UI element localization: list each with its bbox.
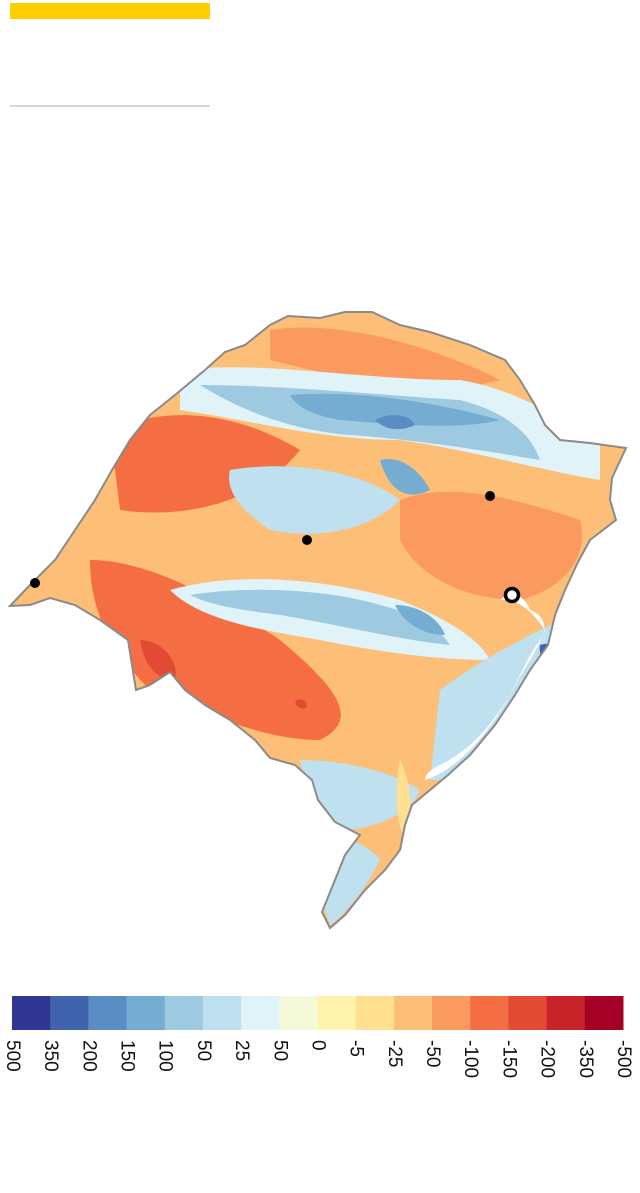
legend-label: -5 <box>346 1040 367 1057</box>
legend-label: -25 <box>384 1040 405 1067</box>
legend-swatch <box>508 996 548 1030</box>
legend-label: -350 <box>575 1040 596 1078</box>
brand-bar <box>10 3 210 19</box>
legend-swatch <box>164 996 204 1030</box>
color-legend: 500 350 200 150 100 50 25 50 0 -5 -25 -50 -100 -150 -2… <box>2 996 634 1078</box>
legend-label: 150 <box>117 1040 138 1072</box>
legend-swatch <box>126 996 166 1030</box>
legend-label: 0 <box>307 1040 328 1051</box>
legend-label: 25 <box>231 1040 252 1061</box>
legend-swatch <box>279 996 318 1030</box>
legend-swatch <box>584 996 624 1030</box>
lagoon <box>425 594 545 780</box>
city-dot <box>485 491 495 501</box>
legend-label: 200 <box>78 1040 99 1072</box>
legend-swatch <box>317 996 357 1030</box>
legend-label: 50 <box>193 1040 214 1061</box>
legend-swatch <box>393 996 433 1030</box>
legend-label: 350 <box>40 1040 61 1072</box>
legend-label: -500 <box>613 1040 634 1078</box>
city-dot <box>302 535 312 545</box>
legend-label: 50 <box>269 1040 290 1061</box>
legend-swatch <box>546 996 586 1030</box>
legend-label: -100 <box>460 1040 481 1078</box>
legend-swatch <box>470 996 509 1030</box>
legend-label: 100 <box>155 1040 176 1072</box>
rainfall-field <box>10 312 626 928</box>
legend-swatch <box>50 996 89 1030</box>
city-dot <box>30 578 40 588</box>
legend-swatch <box>355 996 395 1030</box>
legend-label: -200 <box>537 1040 558 1078</box>
legend-swatch <box>241 996 280 1030</box>
legend-swatch <box>432 996 471 1030</box>
legend-label: 500 <box>2 1040 23 1072</box>
legend-swatch <box>12 996 51 1030</box>
legend-label: -50 <box>422 1040 443 1067</box>
capital-marker <box>503 586 521 604</box>
legend-swatch <box>202 996 242 1030</box>
legend-label: -150 <box>498 1040 519 1078</box>
legend-swatch <box>88 996 128 1030</box>
